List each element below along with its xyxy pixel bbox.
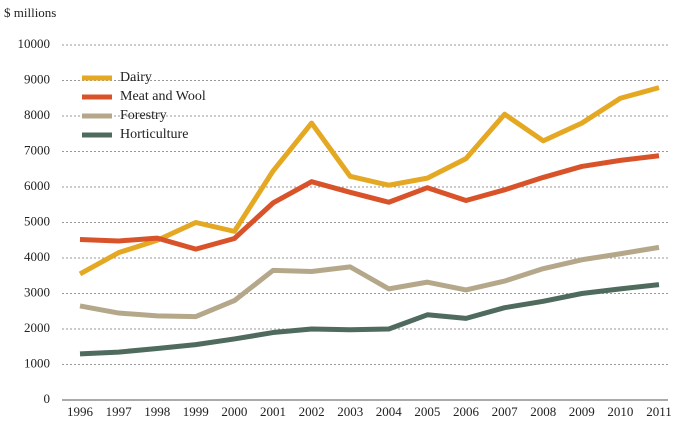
y-tick-label: 3000 <box>24 284 50 299</box>
y-tick-label: 4000 <box>24 249 50 264</box>
line-series <box>78 85 660 277</box>
legend-label: Meat and Wool <box>120 89 206 104</box>
y-tick-label: 1000 <box>24 355 50 370</box>
y-tick-label: 0 <box>44 391 51 406</box>
x-tick-label: 2011 <box>646 404 672 419</box>
x-tick-label: 1996 <box>67 404 94 419</box>
x-tick-label: 2003 <box>337 404 363 419</box>
x-tick-label: 1997 <box>106 404 133 419</box>
x-tick-label: 2004 <box>376 404 403 419</box>
x-tick-label: 2006 <box>453 404 480 419</box>
x-tick-label: 1999 <box>183 404 209 419</box>
legend-label: Dairy <box>120 70 152 85</box>
x-tick-label: 2010 <box>607 404 633 419</box>
y-tick-label: 8000 <box>24 107 50 122</box>
x-tick-label: 2001 <box>260 404 286 419</box>
line-series <box>79 153 660 252</box>
legend-label: Forestry <box>120 108 167 123</box>
y-tick-label: 10000 <box>18 36 51 51</box>
x-tick-label: 2007 <box>492 404 519 419</box>
y-tick-label: 6000 <box>24 178 50 193</box>
x-tick-label: 2005 <box>414 404 440 419</box>
line-series <box>79 282 660 357</box>
y-tick-label: 7000 <box>24 142 50 157</box>
y-axis-label: $ millions <box>4 5 56 20</box>
x-tick-label: 2000 <box>221 404 247 419</box>
x-tick-label: 1998 <box>144 404 170 419</box>
x-tick-label: 2009 <box>569 404 595 419</box>
y-tick-label: 9000 <box>24 71 50 86</box>
legend-label: Horticulture <box>120 127 188 142</box>
y-tick-label: 5000 <box>24 213 50 228</box>
x-tick-label: 2002 <box>299 404 325 419</box>
y-tick-label: 2000 <box>24 320 50 335</box>
line-series <box>79 244 660 320</box>
x-tick-label: 2008 <box>530 404 556 419</box>
